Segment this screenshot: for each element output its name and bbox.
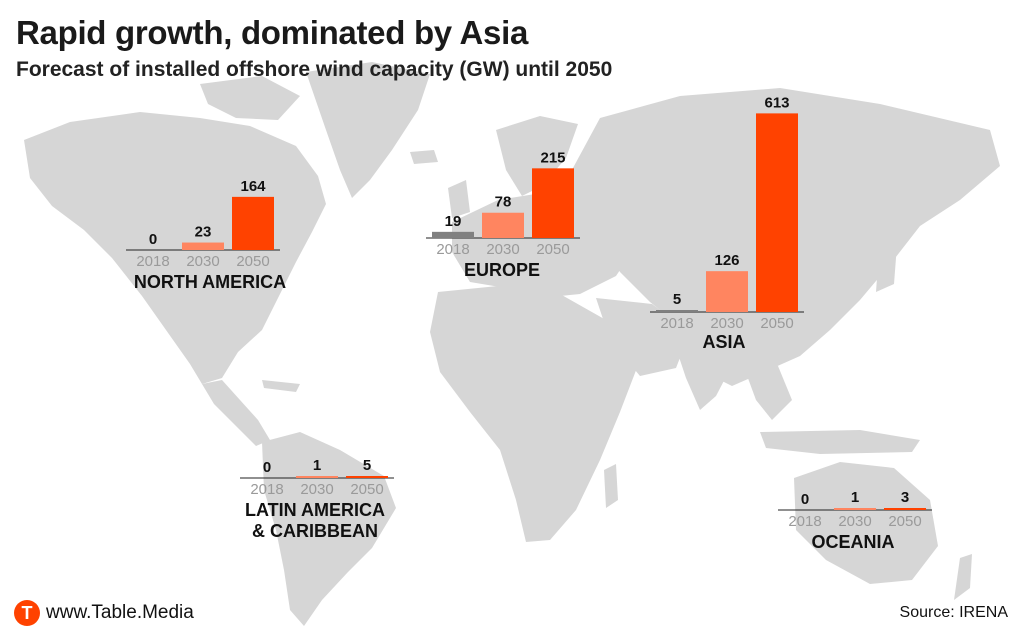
category-label: 2050 (236, 253, 269, 270)
bar-2018 (432, 231, 474, 238)
category-label: 2050 (760, 315, 793, 332)
region-chart-svg: 5 2018 126 2030 613 2050 (650, 94, 804, 332)
middle-east-shape (596, 298, 690, 376)
data-label: 215 (540, 149, 565, 166)
region-chart-svg: 0 2018 23 2030 164 2050 (126, 178, 280, 270)
iceland-shape (410, 150, 438, 164)
data-label: 78 (495, 194, 512, 211)
africa-shape (430, 286, 640, 542)
category-label: 2018 (136, 253, 169, 270)
caribbean-shape (262, 380, 300, 392)
region-label: ASIA (702, 332, 746, 352)
data-label: 1 (313, 457, 321, 474)
category-label: 2018 (250, 481, 283, 498)
data-label: 126 (714, 252, 739, 269)
bar-2030 (296, 476, 338, 478)
data-label: 3 (901, 489, 909, 506)
region-north-america: 0 2018 23 2030 164 2050 NORTH AMERICA (126, 160, 286, 300)
logo-letter: T (22, 603, 33, 623)
british-isles-shape (448, 180, 470, 218)
india-shape (670, 326, 740, 410)
bar-2050 (346, 476, 388, 478)
data-label: 23 (195, 224, 212, 241)
category-label: 2030 (186, 253, 219, 270)
data-label: 19 (445, 213, 462, 230)
data-label: 0 (801, 491, 809, 508)
data-label: 0 (149, 231, 157, 248)
madagascar-shape (604, 464, 618, 508)
category-label: 2030 (486, 241, 519, 258)
region-chart-svg: 0 2018 1 2030 3 2050 (778, 489, 932, 530)
data-label: 1 (851, 489, 859, 506)
region-chart-svg: 0 2018 1 2030 5 2050 (240, 457, 394, 498)
category-label: 2050 (536, 241, 569, 258)
category-label: 2018 (436, 241, 469, 258)
chart-title: Rapid growth, dominated by Asia (16, 14, 529, 51)
southeast-asia-shape (742, 362, 792, 420)
category-label: 2050 (350, 481, 383, 498)
bar-2050 (232, 196, 274, 250)
region-label: NORTH AMERICA (133, 272, 287, 292)
greenland-shape (306, 62, 430, 198)
category-label: 2030 (710, 315, 743, 332)
indonesia-shape (760, 430, 920, 454)
category-label: 2030 (838, 513, 871, 530)
bar-2050 (532, 168, 574, 238)
bar-2030 (482, 212, 524, 238)
bar-2030 (182, 242, 224, 250)
region-label: EUROPE (463, 260, 541, 280)
region-chart-svg: 19 2018 78 2030 215 2050 (426, 149, 580, 258)
footer-website[interactable]: www.Table.Media (46, 602, 194, 623)
data-label: 5 (673, 291, 681, 308)
region-europe: 19 2018 78 2030 215 2050 EUROPE (426, 132, 580, 282)
bar-2050 (756, 113, 798, 312)
australia-shape (794, 462, 938, 584)
central-america-shape (202, 380, 270, 446)
data-label: 613 (764, 94, 789, 111)
region-asia: 5 2018 126 2030 613 2050 ASIA (650, 66, 804, 352)
region-label: OCEANIA (811, 532, 895, 552)
bar-2018 (656, 310, 698, 312)
region-label: LATIN AMERICA & CARIBBEAN (245, 500, 385, 541)
category-label: 2018 (788, 513, 821, 530)
table-media-logo-icon: T (14, 600, 40, 626)
chart-subtitle: Forecast of installed offshore wind capa… (16, 58, 613, 81)
scandinavia-shape (496, 116, 578, 196)
bar-2030 (834, 508, 876, 510)
bar-2050 (884, 508, 926, 510)
footer-source: Source: IRENA (899, 604, 1008, 621)
japan-shape (876, 232, 898, 292)
category-label: 2030 (300, 481, 333, 498)
data-label: 164 (240, 178, 266, 195)
data-label: 5 (363, 457, 371, 474)
arctic-islands-shape (200, 76, 300, 120)
region-latin-america: 0 2018 1 2030 5 2050 LATIN AMERICA & CARIBBEA… (240, 448, 394, 546)
new-zealand-shape (954, 554, 972, 600)
category-label: 2018 (660, 315, 693, 332)
south-america-shape (262, 432, 396, 626)
bar-2030 (706, 271, 748, 312)
category-label: 2050 (888, 513, 921, 530)
data-label: 0 (263, 459, 271, 476)
north-america-shape (24, 112, 326, 384)
region-oceania: 0 2018 1 2030 3 2050 OCEANIA (778, 480, 932, 556)
